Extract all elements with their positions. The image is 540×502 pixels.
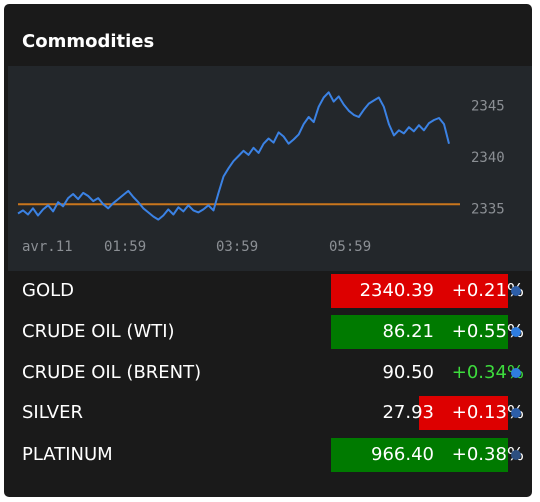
y-tick-label: 2340 [471,150,505,166]
x-tick-label: avr.11 [22,239,73,255]
commodity-price: 2340.39 [359,280,434,301]
commodities-widget: Commodities 2345 2340 2335 avr.11 01:59 03:59… [4,4,532,497]
commodity-price: 86.21 [382,321,434,342]
commodity-name: SILVER [22,402,83,423]
commodity-row-crude-oil-brent[interactable]: CRUDE OIL (BRENT) 90.50 +0.34% [4,356,532,390]
commodity-name: PLATINUM [22,444,113,465]
commodity-change: +0.55% [451,321,524,342]
x-tick-label: 03:59 [216,239,258,255]
widget-title: Commodities [22,31,155,52]
commodity-change: +0.13% [451,402,524,423]
commodity-change: +0.21% [451,280,524,301]
status-dot-icon [511,368,521,378]
x-tick-label: 01:59 [104,239,146,255]
quote-box [331,438,508,472]
commodity-name: CRUDE OIL (BRENT) [22,362,202,383]
y-tick-label: 2335 [471,201,505,217]
y-tick-label: 2345 [471,99,505,115]
quote-box [331,315,508,349]
commodity-row-platinum[interactable]: PLATINUM 966.40 +0.38% [4,438,532,472]
commodity-change: +0.38% [451,444,524,465]
status-dot-icon [511,408,521,418]
commodity-price: 966.40 [371,444,434,465]
price-chart[interactable]: 2345 2340 2335 avr.11 01:59 03:59 05:59 [8,66,532,271]
commodity-row-crude-oil-wti[interactable]: CRUDE OIL (WTI) 86.21 +0.55% [4,315,532,349]
commodity-name: CRUDE OIL (WTI) [22,321,175,342]
commodity-row-silver[interactable]: SILVER 27.93 +0.13% [4,396,532,430]
commodity-price: 90.50 [382,362,434,383]
status-dot-icon [511,286,521,296]
change-box [419,396,508,430]
quote-box [331,274,508,308]
series-line [17,91,450,221]
x-tick-label: 05:59 [329,239,371,255]
commodity-price: 27.93 [382,402,434,423]
commodity-change: +0.34% [451,362,524,383]
chart-svg[interactable]: 2345 2340 2335 avr.11 01:59 03:59 05:59 [8,66,532,271]
status-dot-icon [511,450,521,460]
commodity-name: GOLD [22,280,75,301]
status-dot-icon [511,327,521,337]
commodity-row-gold[interactable]: GOLD 2340.39 +0.21% [4,274,532,308]
